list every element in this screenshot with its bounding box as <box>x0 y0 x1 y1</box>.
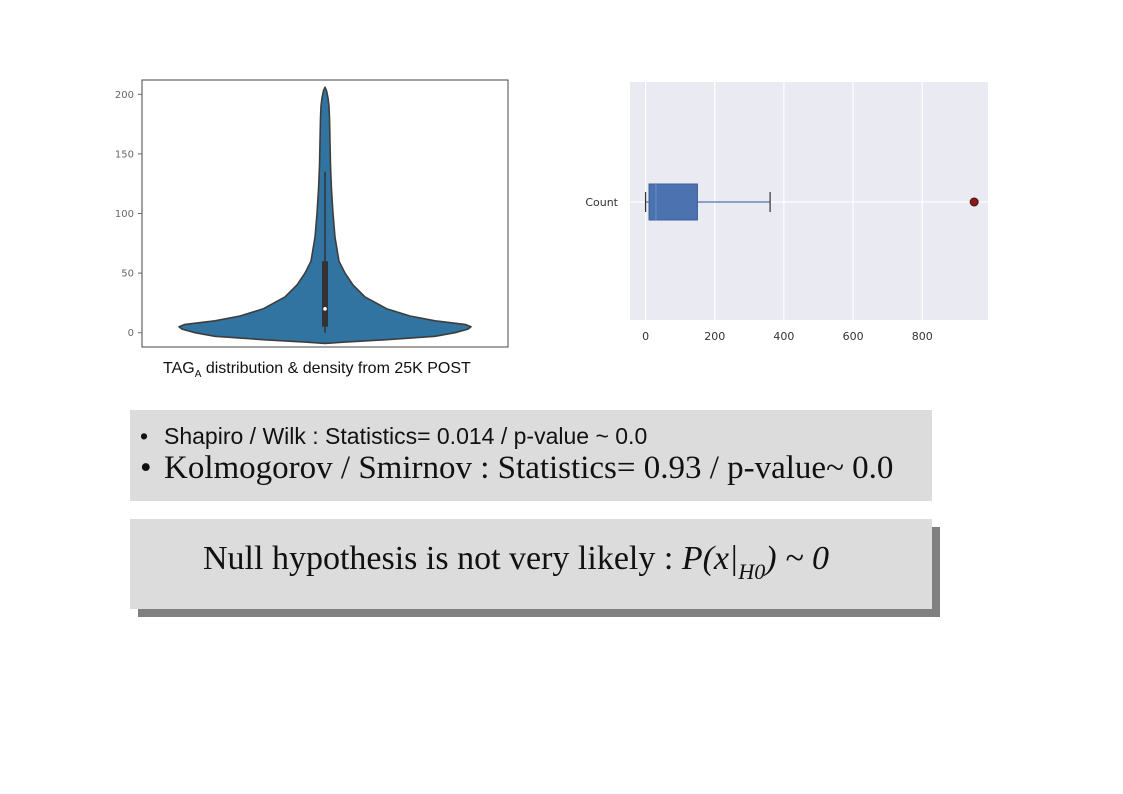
probability-close: ) <box>765 540 777 577</box>
y-tick-label: 0 <box>128 328 134 339</box>
x-tick-label: 800 <box>912 330 933 343</box>
shapiro-text: Shapiro / Wilk : Statistics= 0.014 / p-v… <box>164 423 648 449</box>
y-tick-label: 100 <box>115 209 134 220</box>
stats-panel <box>130 410 932 501</box>
caption-main: TAG <box>163 360 195 377</box>
caption-rest: distribution & density from 25K POST <box>201 360 471 377</box>
approx-zero: ~ 0 <box>776 540 829 577</box>
box-plot: 0 200 400 600 800 Count <box>585 82 988 343</box>
kolmogorov-smirnov-line: • Kolmogorov / Smirnov : Statistics= 0.93… <box>140 450 893 487</box>
probability-subscript: H0 <box>738 559 766 584</box>
x-tick-label: 200 <box>704 330 725 343</box>
category-label: Count <box>585 196 618 209</box>
iqr-box <box>648 183 698 221</box>
caption-subscript: A <box>194 369 202 380</box>
y-tick-label: 50 <box>121 269 134 280</box>
y-tick-label: 150 <box>115 149 134 160</box>
y-tick-label: 200 <box>115 90 134 101</box>
kolmogorov-text: Kolmogorov / Smirnov : Statistics= 0.93 … <box>164 450 894 486</box>
x-tick-label: 0 <box>642 330 649 343</box>
shapiro-wilk-line: • Shapiro / Wilk : Statistics= 0.014 / p-… <box>140 423 647 450</box>
outlier-point <box>969 197 979 207</box>
violin-caption: TAGA distribution & density from 25K POS… <box>163 360 471 380</box>
bullet-icon: • <box>140 423 149 449</box>
probability-open: P(x| <box>681 540 739 577</box>
x-tick-label: 600 <box>843 330 864 343</box>
violin-median <box>323 307 327 311</box>
violin-iqr-box <box>322 261 328 327</box>
x-tick-label: 400 <box>773 330 794 343</box>
violin-plot: 0 50 100 150 200 <box>115 79 509 348</box>
null-hypothesis-panel <box>130 519 932 609</box>
null-hypothesis-text: Null hypothesis is not very likely : P(x… <box>203 540 829 585</box>
bullet-icon: • <box>140 450 152 486</box>
null-text-main: Null hypothesis is not very likely : <box>203 540 682 577</box>
